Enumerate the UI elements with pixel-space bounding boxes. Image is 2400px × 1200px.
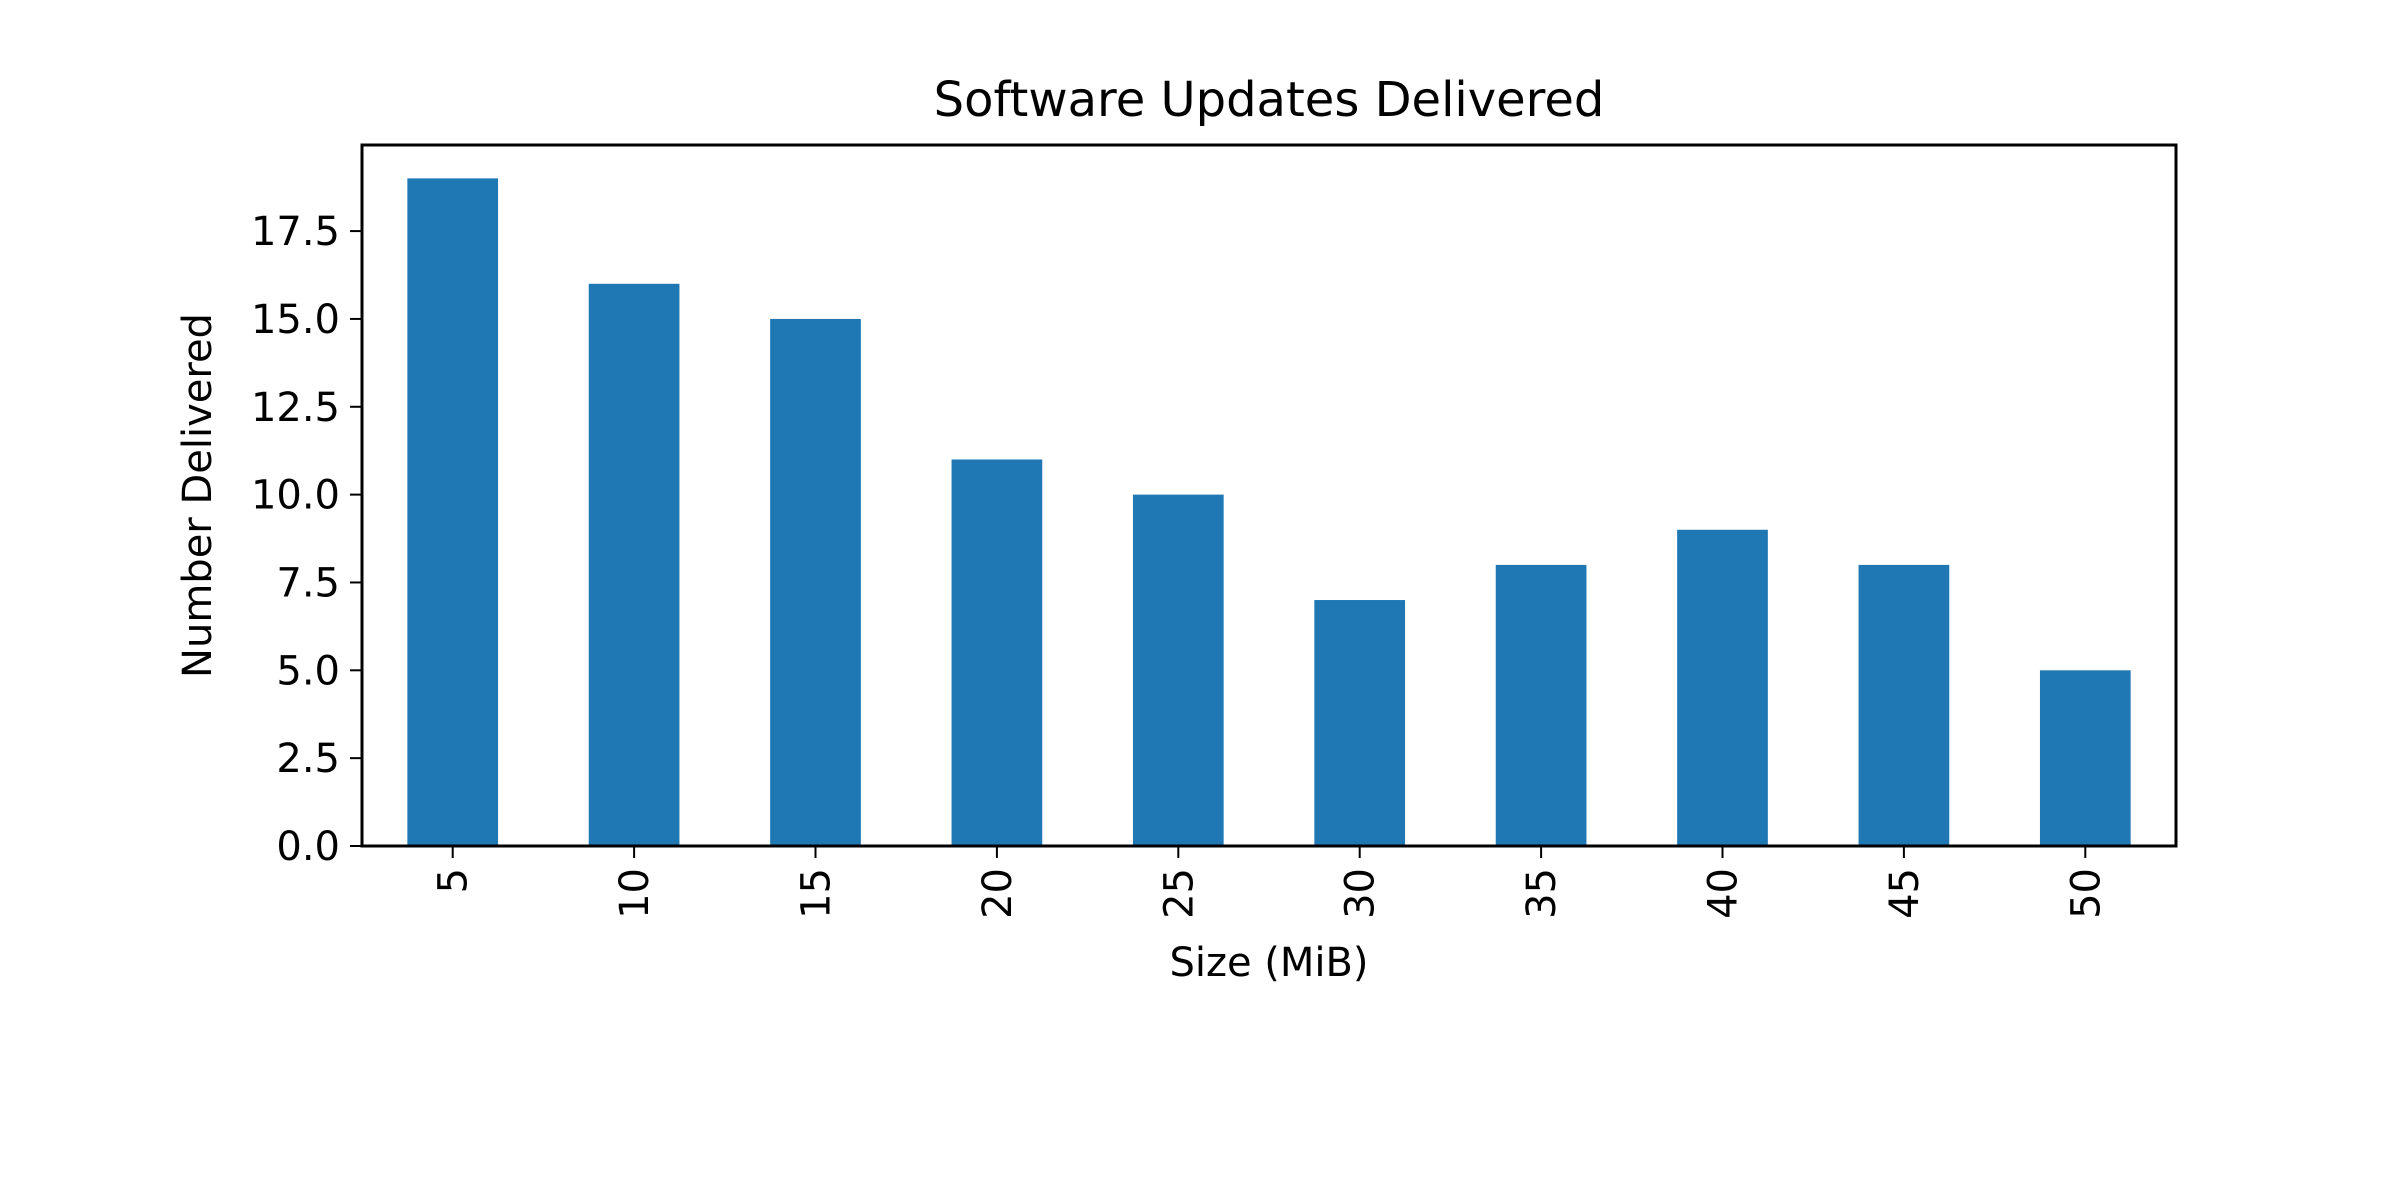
bar-10 (588, 283, 680, 846)
y-tick-label-7.5: 7.5 (276, 560, 340, 606)
bar-35 (1495, 564, 1587, 846)
y-tick-label-10.0: 10.0 (251, 473, 340, 519)
x-axis-label: Size (MiB) (1169, 940, 1368, 986)
bar-45 (1858, 564, 1950, 846)
bar-5 (407, 178, 499, 846)
x-tick-label-5: 5 (431, 868, 477, 893)
y-axis: 0.0 2.5 5.0 7.5 10.0 12.5 15.0 17.5 (251, 209, 362, 870)
x-tick-label-45: 45 (1882, 868, 1928, 919)
x-tick-label-25: 25 (1156, 868, 1202, 919)
y-tick-label-12.5: 12.5 (251, 385, 340, 431)
bar-20 (951, 459, 1043, 846)
y-tick-label-2.5: 2.5 (276, 736, 340, 782)
y-tick-label-15.0: 15.0 (251, 297, 340, 343)
bar-40 (1677, 529, 1768, 846)
x-tick-label-50: 50 (2063, 868, 2109, 919)
bars-group (407, 178, 2131, 846)
bar-30 (1314, 600, 1406, 846)
x-tick-label-40: 40 (1701, 868, 1747, 919)
y-axis-label: Number Delivered (175, 313, 221, 678)
chart-title: Software Updates Delivered (934, 72, 1605, 128)
x-axis: 5 10 15 20 25 30 35 40 45 50 (431, 846, 2109, 919)
y-tick-label-5.0: 5.0 (276, 648, 340, 694)
plot-frame (360, 143, 2178, 848)
x-tick-label-15: 15 (794, 868, 840, 919)
y-tick-label-0.0: 0.0 (276, 824, 340, 870)
x-tick-label-30: 30 (1338, 868, 1384, 919)
x-tick-label-35: 35 (1519, 868, 1565, 919)
bar-15 (770, 318, 861, 846)
x-tick-label-10: 10 (612, 868, 658, 919)
y-tick-label-17.5: 17.5 (251, 209, 340, 255)
bar-25 (1132, 494, 1224, 846)
bar-50 (2039, 670, 2131, 846)
x-tick-label-20: 20 (975, 868, 1021, 919)
